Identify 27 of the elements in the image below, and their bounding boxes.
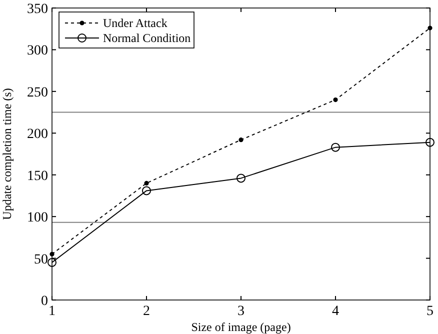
- point: [236, 174, 246, 183]
- point: [333, 97, 338, 102]
- y-tick-label: 50: [34, 252, 48, 268]
- y-tick-label: 250: [27, 85, 48, 100]
- point: [426, 138, 434, 147]
- y-axis-title: Update completion time (s): [0, 88, 14, 220]
- y-tick-label: 100: [27, 210, 48, 226]
- point: [331, 142, 340, 152]
- legend-label: Normal Condition: [103, 31, 191, 45]
- y-tick-label: 350: [27, 2, 48, 17]
- x-tick-label: 1: [48, 304, 56, 319]
- point: [144, 180, 149, 186]
- legend-label: Under Attack: [103, 16, 168, 30]
- y-tick-label: 150: [27, 168, 48, 184]
- point: [428, 26, 432, 30]
- point: [48, 258, 56, 267]
- point: [238, 138, 244, 142]
- y-tick-label: 200: [27, 127, 48, 142]
- point: [142, 186, 151, 196]
- x-axis-title: Size of image (page): [191, 320, 291, 334]
- x-tick-label: 5: [426, 304, 434, 319]
- point: [50, 252, 54, 256]
- x-tick-label: 2: [143, 304, 150, 319]
- y-tick-label: 300: [27, 44, 48, 59]
- x-tick-label: 3: [238, 304, 244, 319]
- y-tick-label: 0: [41, 294, 48, 309]
- x-tick-label: 4: [332, 304, 339, 319]
